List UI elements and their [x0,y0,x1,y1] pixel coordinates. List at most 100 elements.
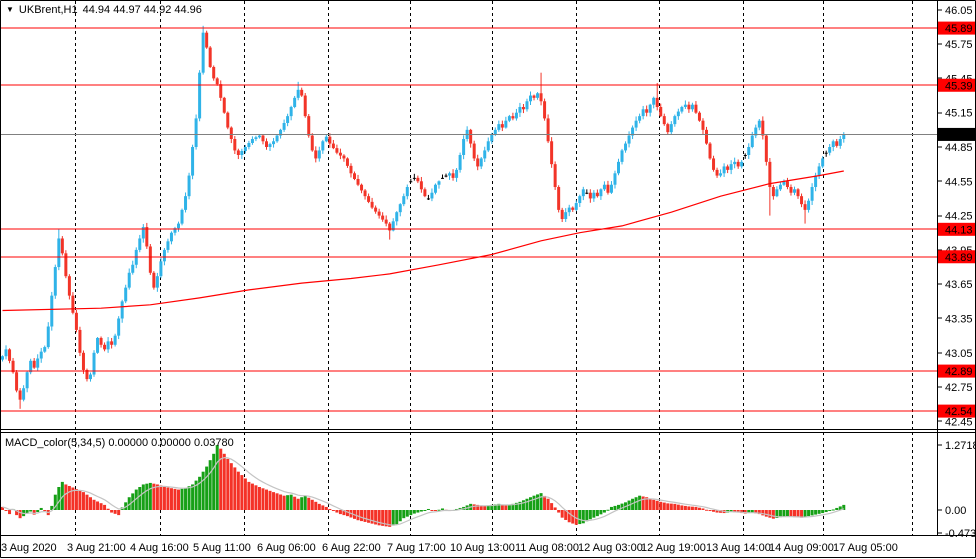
macd-bar [127,497,131,510]
macd-bar [771,510,775,519]
macd-bar [254,485,258,510]
macd-bar [29,510,33,512]
candle [448,171,452,180]
candle [152,271,156,290]
candle [793,186,796,196]
candle [286,113,290,127]
candle [550,137,554,168]
macd-bar [793,510,796,518]
macd-bar [187,486,191,510]
macd-bar [620,503,624,510]
macd-bar [92,499,96,510]
candle [215,77,219,86]
candle [483,146,487,162]
candle [374,205,378,214]
macd-bar [680,505,684,510]
level-price-label-box [938,21,975,35]
macd-bar [307,497,311,510]
candle [222,96,226,114]
candle [708,142,712,160]
candle [828,144,832,156]
macd-bar [272,492,276,510]
candle [430,188,434,202]
candle [500,120,504,132]
candle [419,176,423,193]
candle [64,250,68,279]
time-axis[interactable]: 3 Aug 2020 3 Aug 21:00 4 Aug 16:00 5 Aug 11… [1,542,898,554]
macd-bar [166,487,170,510]
candle [789,184,793,196]
macd-bar [634,497,638,510]
candle [201,25,205,75]
candle [838,135,842,149]
candle [462,135,466,160]
macd-bar [567,510,571,523]
macd-axis[interactable]: 1.27186 0.00 -0.47371 [938,440,976,540]
symbol-dropdown-icon[interactable]: ▼ [6,5,14,14]
macd-bar [715,510,719,513]
macd-bar [384,510,388,527]
macd-bar [177,489,180,510]
candle [437,180,441,189]
macd-bar [609,506,613,510]
candle [110,337,114,349]
candle [771,184,775,200]
macd-bar [395,510,399,525]
macd-bar [789,510,793,517]
macd-bar [240,475,244,510]
time-tick-label: 11 Aug 08:00 [515,542,579,554]
candle [208,46,212,68]
macd-bar [345,510,349,517]
macd-bar [198,476,202,510]
candle [514,108,518,121]
candle [687,101,691,113]
price-axis[interactable]: 46.0545.7545.4545.1544.8544.5544.2543.95… [938,5,975,429]
candle [300,87,304,97]
macd-bar [1,506,4,510]
macd-bar [293,496,297,510]
candle [694,101,698,114]
macd-bar [113,510,117,514]
macd-bar [215,445,219,510]
candle [536,92,540,100]
candle [388,221,392,240]
candle [821,156,825,169]
candle [426,194,430,201]
macd-bar [511,503,515,510]
macd-bar [800,510,804,518]
macd-bar [652,499,656,510]
candle [177,221,180,232]
candle [620,148,624,165]
candle [265,138,268,150]
macd-bar [152,483,156,510]
time-tick-label: 5 Aug 11:00 [193,542,251,554]
macd-bar [835,507,839,510]
macd-bar [377,510,381,526]
macd-bar [518,501,522,510]
candle [715,167,719,178]
macd-bar [595,510,599,517]
candle [824,150,828,157]
macd-bar [335,510,339,513]
macd-bar [81,492,85,510]
macd-bar [222,453,226,510]
macd-bar [842,504,846,510]
macd-bar [405,510,409,517]
candle [282,119,286,132]
macd-bar [219,448,223,510]
macd-bar [613,505,617,510]
macd-bar [441,508,444,510]
macd-bar [296,498,300,510]
candle [169,231,173,245]
current-price-label-box [938,127,975,141]
macd-bar [78,490,82,510]
candle [409,178,413,183]
macd-bar [669,503,673,510]
candle [367,193,371,204]
macd-bar [402,510,406,519]
macd-bar [807,510,811,517]
candle [807,198,811,213]
time-tick-label: 6 Aug 22:00 [322,542,381,554]
candle [335,144,339,155]
